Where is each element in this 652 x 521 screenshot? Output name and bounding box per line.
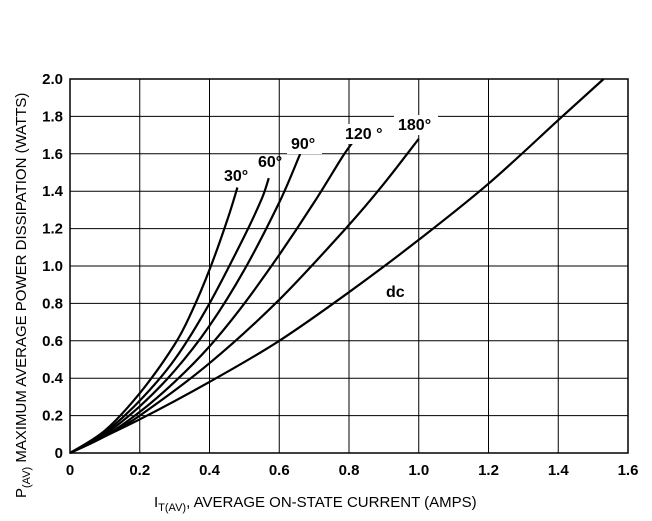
curves — [69, 78, 605, 454]
y-axis-label-main: P — [13, 488, 30, 498]
x-axis-label-sub: T(AV) — [158, 502, 186, 514]
curve-label-0: 30° — [224, 168, 248, 185]
x-tick-label: 0.6 — [269, 462, 290, 479]
curve-label-4: 180° — [398, 117, 431, 134]
curve-label-background — [287, 134, 322, 154]
y-tick-label: 0.8 — [42, 295, 63, 312]
curve-label-5: dc — [386, 284, 405, 301]
series-line-2 — [69, 153, 302, 454]
y-tick-label: 1.0 — [42, 258, 63, 275]
series-line-0 — [69, 187, 239, 454]
y-axis-label-rest: MAXIMUM AVERAGE POWER DISSIPATION (WATTS… — [13, 93, 30, 467]
curve-label-1: 60° — [258, 154, 282, 171]
x-tick-label: 0.2 — [129, 462, 150, 479]
x-tick-label: 0.8 — [339, 462, 360, 479]
x-tick-label: 0 — [66, 462, 74, 479]
x-axis-label: IT(AV), AVERAGE ON-STATE CURRENT (AMPS) — [154, 494, 477, 514]
curve-label-background — [341, 124, 394, 144]
y-axis-label-sub: (AV) — [21, 467, 33, 488]
x-tick-label: 1.4 — [548, 462, 570, 479]
y-tick-label: 1.4 — [42, 183, 64, 200]
x-tick-label: 0.4 — [199, 462, 221, 479]
curve-labels: 30° 60° 90° 120 ° 180° dc — [224, 115, 438, 302]
y-axis-label: P(AV) MAXIMUM AVERAGE POWER DISSIPATION … — [13, 93, 33, 498]
curve-label-3: 120 ° — [345, 126, 383, 143]
y-tick-label: 1.8 — [42, 108, 63, 125]
x-axis-label-rest: , AVERAGE ON-STATE CURRENT (AMPS) — [186, 494, 477, 511]
series-line-5 — [69, 78, 605, 454]
x-tick-label: 1.0 — [408, 462, 429, 479]
series-line-1 — [69, 177, 270, 454]
plot-frame — [69, 78, 629, 454]
x-axis-label-main: I — [154, 494, 158, 511]
y-tick-label: 0 — [55, 445, 63, 462]
x-tick-labels: 0 0.2 0.4 0.6 0.8 1.0 1.2 1.4 1.6 — [66, 462, 639, 479]
y-tick-label: 0.4 — [42, 370, 64, 387]
y-tick-label: 0.2 — [42, 408, 63, 425]
y-tick-label: 1.6 — [42, 146, 63, 163]
y-tick-label: 2.0 — [42, 71, 63, 88]
y-tick-label: 0.6 — [42, 333, 63, 350]
y-tick-labels: 0 0.2 0.4 0.6 0.8 1.0 1.2 1.4 1.6 1.8 2.0 — [42, 71, 64, 462]
grid — [69, 78, 629, 454]
x-tick-label: 1.2 — [478, 462, 499, 479]
series-line-4 — [69, 138, 420, 454]
x-tick-label: 1.6 — [618, 462, 639, 479]
curve-label-2: 90° — [291, 136, 315, 153]
y-tick-label: 1.2 — [42, 221, 63, 238]
series-line-3 — [69, 141, 354, 454]
curve-label-background — [382, 282, 408, 302]
curve-label-background — [394, 115, 438, 135]
